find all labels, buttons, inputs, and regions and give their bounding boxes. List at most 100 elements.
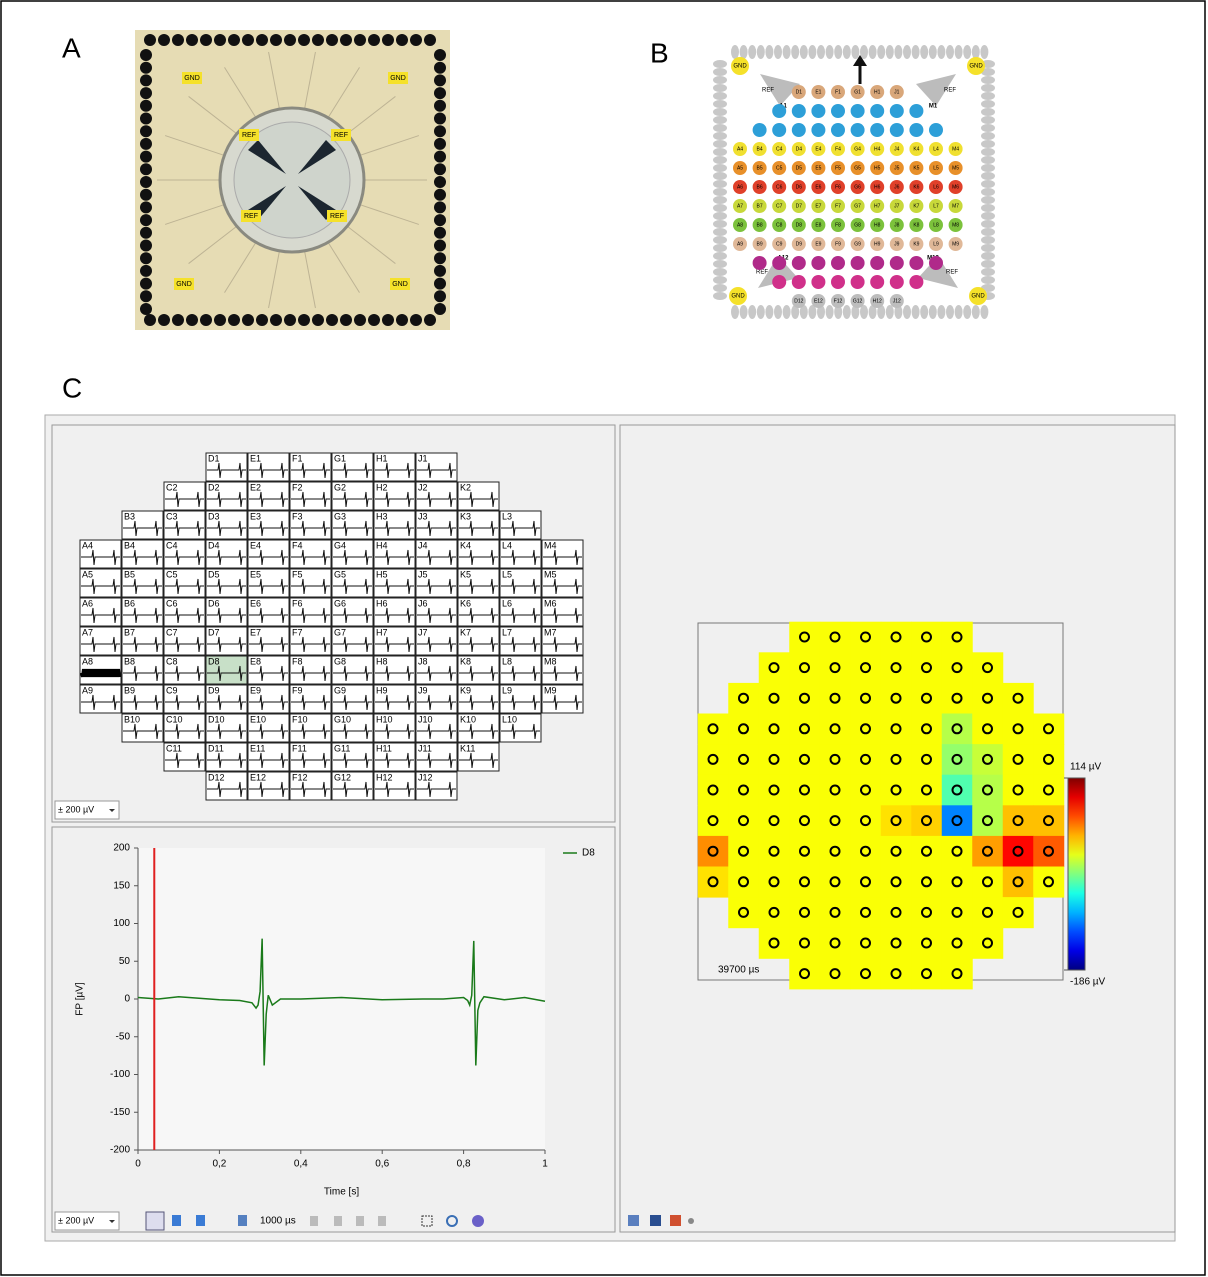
- contact-pad: [340, 314, 352, 326]
- toolbar-icon[interactable]: [238, 1215, 247, 1226]
- pad-label: GND: [176, 281, 192, 288]
- electrode-label: F6: [292, 598, 303, 608]
- electrode-label: F9: [292, 685, 303, 695]
- contact-pad: [140, 189, 152, 201]
- map-cell: [1033, 805, 1064, 836]
- pin: [731, 305, 739, 319]
- map-cell: [728, 897, 759, 928]
- map-cell: [789, 744, 820, 775]
- electrode-dot: [753, 123, 767, 137]
- pin: [757, 305, 765, 319]
- toolbar-icon[interactable]: [172, 1215, 181, 1226]
- pad-label: REF: [330, 213, 344, 220]
- contact-pad: [434, 62, 446, 74]
- electrode-dot-label: E12: [814, 298, 823, 304]
- electrode-label: K9: [460, 685, 471, 695]
- map-cell: [942, 897, 973, 928]
- toolbar-icon[interactable]: [356, 1216, 364, 1226]
- electrode-label: C9: [166, 685, 178, 695]
- electrode-dot: [909, 275, 923, 289]
- map-cell: [1033, 836, 1064, 867]
- electrode-dot: [870, 256, 884, 270]
- map-cell: [911, 652, 942, 683]
- electrode-label: C10: [166, 714, 183, 724]
- map-cell: [850, 867, 881, 898]
- contact-pad: [186, 314, 198, 326]
- electrode-label: K2: [460, 482, 471, 492]
- map-cell: [881, 958, 912, 989]
- electrode-dot: [792, 275, 806, 289]
- contact-pad: [140, 74, 152, 86]
- map-cell: [820, 897, 851, 928]
- contact-pad: [140, 62, 152, 74]
- electrode-label: D11: [208, 743, 224, 753]
- map-cell: [1033, 744, 1064, 775]
- pin: [713, 244, 727, 252]
- electrode-label: C2: [166, 482, 178, 492]
- electrode-label: M7: [544, 627, 557, 637]
- electrode-dot-label: M4: [952, 146, 959, 152]
- pin: [757, 45, 765, 59]
- pin: [713, 140, 727, 148]
- map-toolbar-icon[interactable]: [628, 1215, 639, 1226]
- map-toolbar-icon[interactable]: [650, 1215, 661, 1226]
- electrode-label: C6: [166, 598, 178, 608]
- contact-pad: [298, 34, 310, 46]
- map-cell: [850, 622, 881, 653]
- electrode-dot-label: B4: [757, 146, 763, 152]
- electrode-label: F2: [292, 482, 303, 492]
- electrode-dot-label: C9: [776, 241, 783, 247]
- map-cell: [911, 744, 942, 775]
- contact-pad: [140, 49, 152, 61]
- electrode-label: K6: [460, 598, 471, 608]
- contact-pad: [140, 100, 152, 112]
- toolbar-icon[interactable]: [472, 1215, 484, 1227]
- scale-select-label: ± 200 µV: [58, 1215, 94, 1225]
- pin: [972, 45, 980, 59]
- contact-pad: [434, 151, 446, 163]
- pin: [834, 45, 842, 59]
- electrode-dot-label: H9: [874, 241, 881, 247]
- gnd-label: GND: [731, 294, 745, 300]
- pin: [713, 68, 727, 76]
- electrode-dot: [870, 275, 884, 289]
- pin: [774, 45, 782, 59]
- pin: [713, 228, 727, 236]
- pin: [981, 212, 995, 220]
- electrode-dot-label: H4: [874, 146, 881, 152]
- electrode-label: D7: [208, 627, 220, 637]
- toolbar-icon[interactable]: [334, 1216, 342, 1226]
- map-cell: [942, 836, 973, 867]
- contact-pad: [158, 34, 170, 46]
- pin: [843, 305, 851, 319]
- pin: [903, 305, 911, 319]
- pin: [713, 108, 727, 116]
- map-cell: [942, 622, 973, 653]
- pin: [748, 305, 756, 319]
- electrode-dot: [909, 104, 923, 118]
- electrode-dot-label: H5: [874, 165, 881, 171]
- map-cell: [911, 683, 942, 714]
- electrode-label: B9: [124, 685, 135, 695]
- pin: [920, 45, 928, 59]
- electrode-label: C11: [166, 743, 182, 753]
- map-cell: [942, 683, 973, 714]
- toolbar-button[interactable]: [146, 1212, 164, 1230]
- map-toolbar-icon[interactable]: [688, 1218, 694, 1224]
- map-cell: [942, 775, 973, 806]
- electrode-dot-label: E8: [815, 222, 821, 228]
- contact-pad: [256, 34, 268, 46]
- map-cell: [789, 805, 820, 836]
- electrode-dot: [929, 256, 943, 270]
- toolbar-icon[interactable]: [310, 1216, 318, 1226]
- electrode-dot: [772, 123, 786, 137]
- toolbar-icon[interactable]: [378, 1216, 386, 1226]
- map-cell: [820, 867, 851, 898]
- map-toolbar-icon[interactable]: [670, 1215, 681, 1226]
- toolbar-icon[interactable]: [196, 1215, 205, 1226]
- electrode-label: E11: [250, 743, 265, 753]
- map-cell: [911, 867, 942, 898]
- contact-pad: [242, 314, 254, 326]
- electrode-dot-label: J6: [894, 184, 900, 190]
- pin: [765, 305, 773, 319]
